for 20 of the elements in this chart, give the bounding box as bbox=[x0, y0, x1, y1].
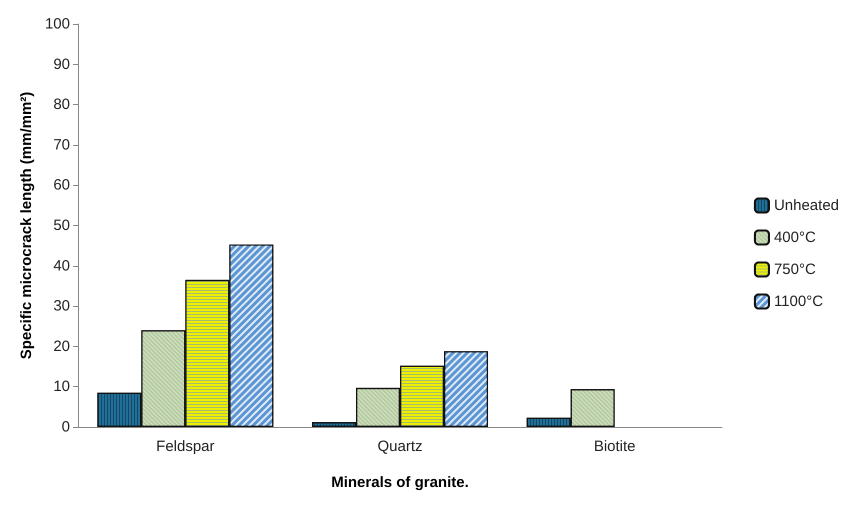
legend-label: 400°C bbox=[774, 229, 816, 246]
x-tick-label: Biotite bbox=[594, 438, 636, 455]
legend-label: 750°C bbox=[774, 261, 816, 278]
y-tick-label: 60 bbox=[53, 176, 70, 194]
x-tick-label: Quartz bbox=[377, 438, 423, 455]
y-tick-label: 20 bbox=[53, 338, 70, 355]
y-tick-label: 50 bbox=[53, 217, 70, 234]
y-tick-label: 0 bbox=[62, 418, 70, 436]
y-tick-label: 80 bbox=[53, 96, 70, 114]
y-tick-label: 70 bbox=[53, 136, 70, 154]
x-axis-title: Minerals of granite. bbox=[331, 474, 469, 491]
legend-label: 1100°C bbox=[774, 293, 824, 310]
y-tick-label: 30 bbox=[53, 298, 70, 315]
y-tick-label: 100 bbox=[44, 16, 70, 32]
y-axis-title: Specific microcrack length (mm/mm²) bbox=[18, 92, 36, 360]
legend-label: Unheated bbox=[774, 197, 840, 214]
x-tick-label: Feldspar bbox=[156, 438, 215, 455]
y-tick-label: 40 bbox=[53, 257, 70, 274]
y-tick-label: 90 bbox=[53, 56, 70, 73]
y-tick-label: 10 bbox=[53, 378, 70, 396]
